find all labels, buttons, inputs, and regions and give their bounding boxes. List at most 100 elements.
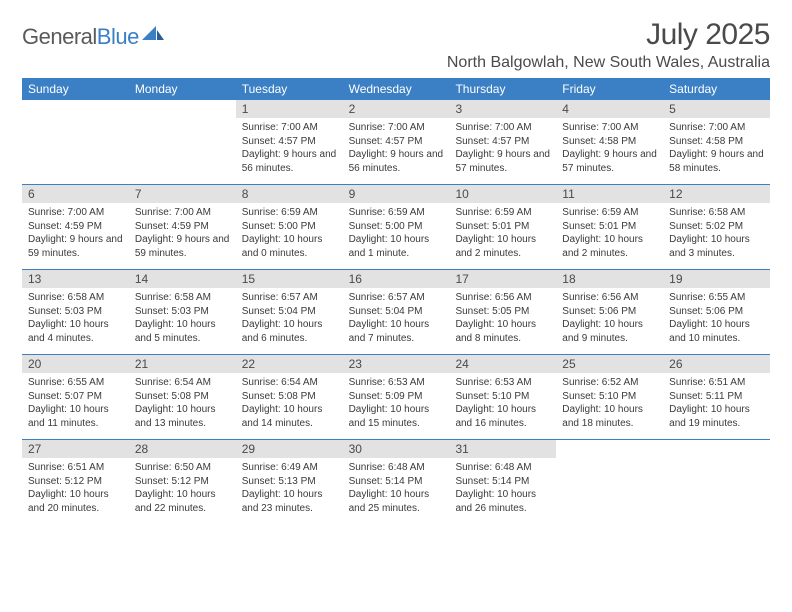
- day-details: Sunrise: 7:00 AMSunset: 4:57 PMDaylight:…: [449, 118, 556, 179]
- calendar-day: 29Sunrise: 6:49 AMSunset: 5:13 PMDayligh…: [236, 440, 343, 524]
- daylight-text: Daylight: 9 hours and 57 minutes.: [455, 148, 550, 175]
- calendar-day: 2Sunrise: 7:00 AMSunset: 4:57 PMDaylight…: [343, 100, 450, 184]
- sunrise-text: Sunrise: 6:55 AM: [669, 291, 764, 305]
- calendar-day: [22, 100, 129, 184]
- calendar-day: 10Sunrise: 6:59 AMSunset: 5:01 PMDayligh…: [449, 185, 556, 269]
- sunset-text: Sunset: 4:57 PM: [349, 135, 444, 149]
- calendar-day: 19Sunrise: 6:55 AMSunset: 5:06 PMDayligh…: [663, 270, 770, 354]
- sunset-text: Sunset: 5:14 PM: [455, 475, 550, 489]
- sunset-text: Sunset: 5:09 PM: [349, 390, 444, 404]
- calendar-day: 24Sunrise: 6:53 AMSunset: 5:10 PMDayligh…: [449, 355, 556, 439]
- sunset-text: Sunset: 5:06 PM: [562, 305, 657, 319]
- calendar-day: 20Sunrise: 6:55 AMSunset: 5:07 PMDayligh…: [22, 355, 129, 439]
- calendar-day: 7Sunrise: 7:00 AMSunset: 4:59 PMDaylight…: [129, 185, 236, 269]
- day-number: 31: [449, 440, 556, 458]
- sunrise-text: Sunrise: 6:53 AM: [455, 376, 550, 390]
- day-number: 19: [663, 270, 770, 288]
- sunrise-text: Sunrise: 6:54 AM: [242, 376, 337, 390]
- weekday-header: Friday: [556, 78, 663, 100]
- sunset-text: Sunset: 5:00 PM: [349, 220, 444, 234]
- brand-logo: GeneralBlue: [22, 18, 164, 50]
- day-number: 21: [129, 355, 236, 373]
- calendar-day: [556, 440, 663, 524]
- calendar-day: 11Sunrise: 6:59 AMSunset: 5:01 PMDayligh…: [556, 185, 663, 269]
- calendar-week: 1Sunrise: 7:00 AMSunset: 4:57 PMDaylight…: [22, 100, 770, 184]
- sunset-text: Sunset: 4:59 PM: [28, 220, 123, 234]
- day-details: Sunrise: 7:00 AMSunset: 4:57 PMDaylight:…: [236, 118, 343, 179]
- brand-name-blue: Blue: [97, 24, 139, 49]
- day-number: [22, 100, 129, 118]
- day-number: 3: [449, 100, 556, 118]
- calendar-day: 5Sunrise: 7:00 AMSunset: 4:58 PMDaylight…: [663, 100, 770, 184]
- weekday-header: Tuesday: [236, 78, 343, 100]
- calendar-day: 6Sunrise: 7:00 AMSunset: 4:59 PMDaylight…: [22, 185, 129, 269]
- sunrise-text: Sunrise: 7:00 AM: [349, 121, 444, 135]
- sunset-text: Sunset: 4:57 PM: [455, 135, 550, 149]
- day-details: Sunrise: 6:57 AMSunset: 5:04 PMDaylight:…: [236, 288, 343, 349]
- brand-name-gray: General: [22, 24, 97, 49]
- sunrise-text: Sunrise: 6:59 AM: [455, 206, 550, 220]
- header-right: July 2025 North Balgowlah, New South Wal…: [447, 18, 770, 72]
- daylight-text: Daylight: 9 hours and 59 minutes.: [28, 233, 123, 260]
- sunrise-text: Sunrise: 6:57 AM: [242, 291, 337, 305]
- sunset-text: Sunset: 5:10 PM: [562, 390, 657, 404]
- sunrise-text: Sunrise: 6:51 AM: [669, 376, 764, 390]
- day-details: Sunrise: 6:48 AMSunset: 5:14 PMDaylight:…: [449, 458, 556, 519]
- calendar-day: 8Sunrise: 6:59 AMSunset: 5:00 PMDaylight…: [236, 185, 343, 269]
- day-number: 18: [556, 270, 663, 288]
- calendar-day: 9Sunrise: 6:59 AMSunset: 5:00 PMDaylight…: [343, 185, 450, 269]
- day-details: Sunrise: 6:55 AMSunset: 5:07 PMDaylight:…: [22, 373, 129, 434]
- day-number: 30: [343, 440, 450, 458]
- sunset-text: Sunset: 5:01 PM: [562, 220, 657, 234]
- day-number: 13: [22, 270, 129, 288]
- sunrise-text: Sunrise: 6:51 AM: [28, 461, 123, 475]
- day-number: 11: [556, 185, 663, 203]
- day-number: 1: [236, 100, 343, 118]
- calendar-week: 20Sunrise: 6:55 AMSunset: 5:07 PMDayligh…: [22, 354, 770, 439]
- daylight-text: Daylight: 10 hours and 19 minutes.: [669, 403, 764, 430]
- weekday-header: Wednesday: [343, 78, 450, 100]
- day-details: Sunrise: 7:00 AMSunset: 4:58 PMDaylight:…: [663, 118, 770, 179]
- month-title: July 2025: [447, 18, 770, 52]
- daylight-text: Daylight: 9 hours and 57 minutes.: [562, 148, 657, 175]
- calendar-grid: Sunday Monday Tuesday Wednesday Thursday…: [22, 78, 770, 524]
- sunrise-text: Sunrise: 6:58 AM: [669, 206, 764, 220]
- daylight-text: Daylight: 10 hours and 2 minutes.: [562, 233, 657, 260]
- day-number: 9: [343, 185, 450, 203]
- daylight-text: Daylight: 10 hours and 25 minutes.: [349, 488, 444, 515]
- weekday-header: Thursday: [449, 78, 556, 100]
- day-number: 14: [129, 270, 236, 288]
- daylight-text: Daylight: 10 hours and 10 minutes.: [669, 318, 764, 345]
- calendar-day: 13Sunrise: 6:58 AMSunset: 5:03 PMDayligh…: [22, 270, 129, 354]
- sunrise-text: Sunrise: 6:53 AM: [349, 376, 444, 390]
- day-number: 12: [663, 185, 770, 203]
- sunrise-text: Sunrise: 6:56 AM: [562, 291, 657, 305]
- day-details: Sunrise: 6:48 AMSunset: 5:14 PMDaylight:…: [343, 458, 450, 519]
- day-number: 24: [449, 355, 556, 373]
- day-details: Sunrise: 6:56 AMSunset: 5:06 PMDaylight:…: [556, 288, 663, 349]
- day-details: Sunrise: 6:51 AMSunset: 5:11 PMDaylight:…: [663, 373, 770, 434]
- sunrise-text: Sunrise: 6:58 AM: [135, 291, 230, 305]
- sunrise-text: Sunrise: 6:54 AM: [135, 376, 230, 390]
- daylight-text: Daylight: 9 hours and 58 minutes.: [669, 148, 764, 175]
- day-details: Sunrise: 6:56 AMSunset: 5:05 PMDaylight:…: [449, 288, 556, 349]
- day-number: 27: [22, 440, 129, 458]
- day-number: 23: [343, 355, 450, 373]
- sunset-text: Sunset: 5:13 PM: [242, 475, 337, 489]
- calendar-day: 1Sunrise: 7:00 AMSunset: 4:57 PMDaylight…: [236, 100, 343, 184]
- day-details: Sunrise: 6:54 AMSunset: 5:08 PMDaylight:…: [236, 373, 343, 434]
- brand-name: GeneralBlue: [22, 24, 139, 50]
- sunset-text: Sunset: 5:14 PM: [349, 475, 444, 489]
- day-number: 28: [129, 440, 236, 458]
- sunset-text: Sunset: 5:02 PM: [669, 220, 764, 234]
- sunset-text: Sunset: 5:08 PM: [135, 390, 230, 404]
- sunrise-text: Sunrise: 6:59 AM: [242, 206, 337, 220]
- daylight-text: Daylight: 10 hours and 23 minutes.: [242, 488, 337, 515]
- daylight-text: Daylight: 10 hours and 15 minutes.: [349, 403, 444, 430]
- daylight-text: Daylight: 10 hours and 18 minutes.: [562, 403, 657, 430]
- weeks-container: 1Sunrise: 7:00 AMSunset: 4:57 PMDaylight…: [22, 100, 770, 524]
- calendar-week: 6Sunrise: 7:00 AMSunset: 4:59 PMDaylight…: [22, 184, 770, 269]
- day-number: 15: [236, 270, 343, 288]
- day-details: Sunrise: 6:55 AMSunset: 5:06 PMDaylight:…: [663, 288, 770, 349]
- day-number: 26: [663, 355, 770, 373]
